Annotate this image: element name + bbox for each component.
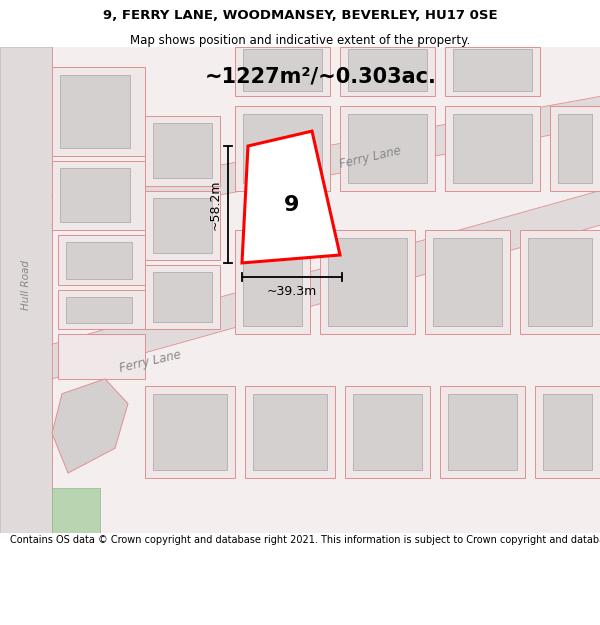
Polygon shape [145, 265, 220, 329]
Polygon shape [353, 394, 422, 470]
Polygon shape [520, 230, 600, 334]
Text: 9: 9 [284, 196, 299, 216]
Polygon shape [243, 238, 302, 326]
Text: ~39.3m: ~39.3m [267, 285, 317, 298]
Text: 9, FERRY LANE, WOODMANSEY, BEVERLEY, HU17 0SE: 9, FERRY LANE, WOODMANSEY, BEVERLEY, HU1… [103, 9, 497, 22]
Polygon shape [340, 106, 435, 191]
Polygon shape [66, 242, 132, 279]
Text: Hull Road: Hull Road [21, 260, 31, 310]
Polygon shape [528, 238, 592, 326]
Polygon shape [245, 386, 335, 478]
Polygon shape [66, 297, 132, 323]
Polygon shape [0, 47, 52, 532]
Polygon shape [348, 49, 427, 91]
Polygon shape [235, 47, 330, 96]
Text: Ferry Lane: Ferry Lane [338, 144, 402, 171]
Polygon shape [425, 230, 510, 334]
Polygon shape [235, 230, 310, 334]
Polygon shape [52, 379, 128, 473]
Polygon shape [52, 67, 145, 156]
Polygon shape [445, 106, 540, 191]
Polygon shape [253, 394, 327, 470]
Polygon shape [543, 394, 592, 470]
Polygon shape [345, 386, 430, 478]
Polygon shape [0, 47, 600, 532]
Polygon shape [348, 114, 427, 182]
Polygon shape [145, 191, 220, 260]
Polygon shape [243, 114, 322, 182]
Polygon shape [52, 191, 600, 379]
Polygon shape [440, 386, 525, 478]
Polygon shape [58, 290, 145, 329]
Polygon shape [58, 334, 145, 379]
Polygon shape [60, 74, 130, 148]
Polygon shape [535, 386, 600, 478]
Polygon shape [453, 49, 532, 91]
Polygon shape [235, 106, 330, 191]
Text: ~58.2m: ~58.2m [209, 179, 222, 230]
Polygon shape [52, 96, 600, 225]
Polygon shape [320, 230, 415, 334]
Polygon shape [153, 123, 212, 177]
Polygon shape [243, 49, 322, 91]
Polygon shape [153, 394, 227, 470]
Text: Map shows position and indicative extent of the property.: Map shows position and indicative extent… [130, 34, 470, 47]
Polygon shape [60, 168, 130, 222]
Polygon shape [445, 47, 540, 96]
Text: Contains OS data © Crown copyright and database right 2021. This information is : Contains OS data © Crown copyright and d… [10, 535, 600, 545]
Polygon shape [58, 235, 145, 285]
Polygon shape [328, 238, 407, 326]
Polygon shape [340, 47, 435, 96]
Polygon shape [52, 161, 145, 230]
Polygon shape [52, 488, 100, 532]
Polygon shape [153, 272, 212, 322]
Polygon shape [448, 394, 517, 470]
Polygon shape [550, 106, 600, 191]
Polygon shape [145, 116, 220, 186]
Polygon shape [145, 386, 235, 478]
Polygon shape [433, 238, 502, 326]
Polygon shape [453, 114, 532, 182]
Text: Ferry Lane: Ferry Lane [118, 349, 182, 376]
Polygon shape [153, 198, 212, 253]
Text: ~1227m²/~0.303ac.: ~1227m²/~0.303ac. [205, 67, 437, 87]
Polygon shape [242, 131, 340, 263]
Polygon shape [558, 114, 592, 182]
